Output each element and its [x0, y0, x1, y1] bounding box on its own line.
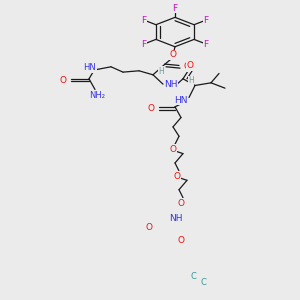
- Text: O: O: [178, 199, 184, 208]
- Text: HN: HN: [174, 96, 188, 105]
- Text: F: F: [172, 4, 178, 13]
- Text: H: H: [158, 67, 164, 76]
- Text: F: F: [141, 16, 146, 25]
- Text: O: O: [148, 104, 154, 113]
- Text: F: F: [141, 40, 146, 49]
- Text: H: H: [188, 76, 194, 85]
- Text: O: O: [59, 76, 67, 85]
- Text: O: O: [169, 50, 176, 59]
- Text: O: O: [184, 62, 190, 71]
- Text: NH₂: NH₂: [89, 91, 105, 100]
- Text: O: O: [146, 223, 152, 232]
- Text: O: O: [178, 236, 184, 245]
- Text: O: O: [169, 145, 176, 154]
- Text: NH: NH: [164, 80, 178, 89]
- Text: F: F: [204, 16, 209, 25]
- Text: C: C: [190, 272, 196, 281]
- Text: F: F: [204, 40, 209, 49]
- Text: C: C: [200, 278, 206, 287]
- Text: HN: HN: [84, 63, 96, 72]
- Text: O: O: [187, 61, 194, 70]
- Text: O: O: [173, 172, 181, 181]
- Text: NH: NH: [169, 214, 183, 223]
